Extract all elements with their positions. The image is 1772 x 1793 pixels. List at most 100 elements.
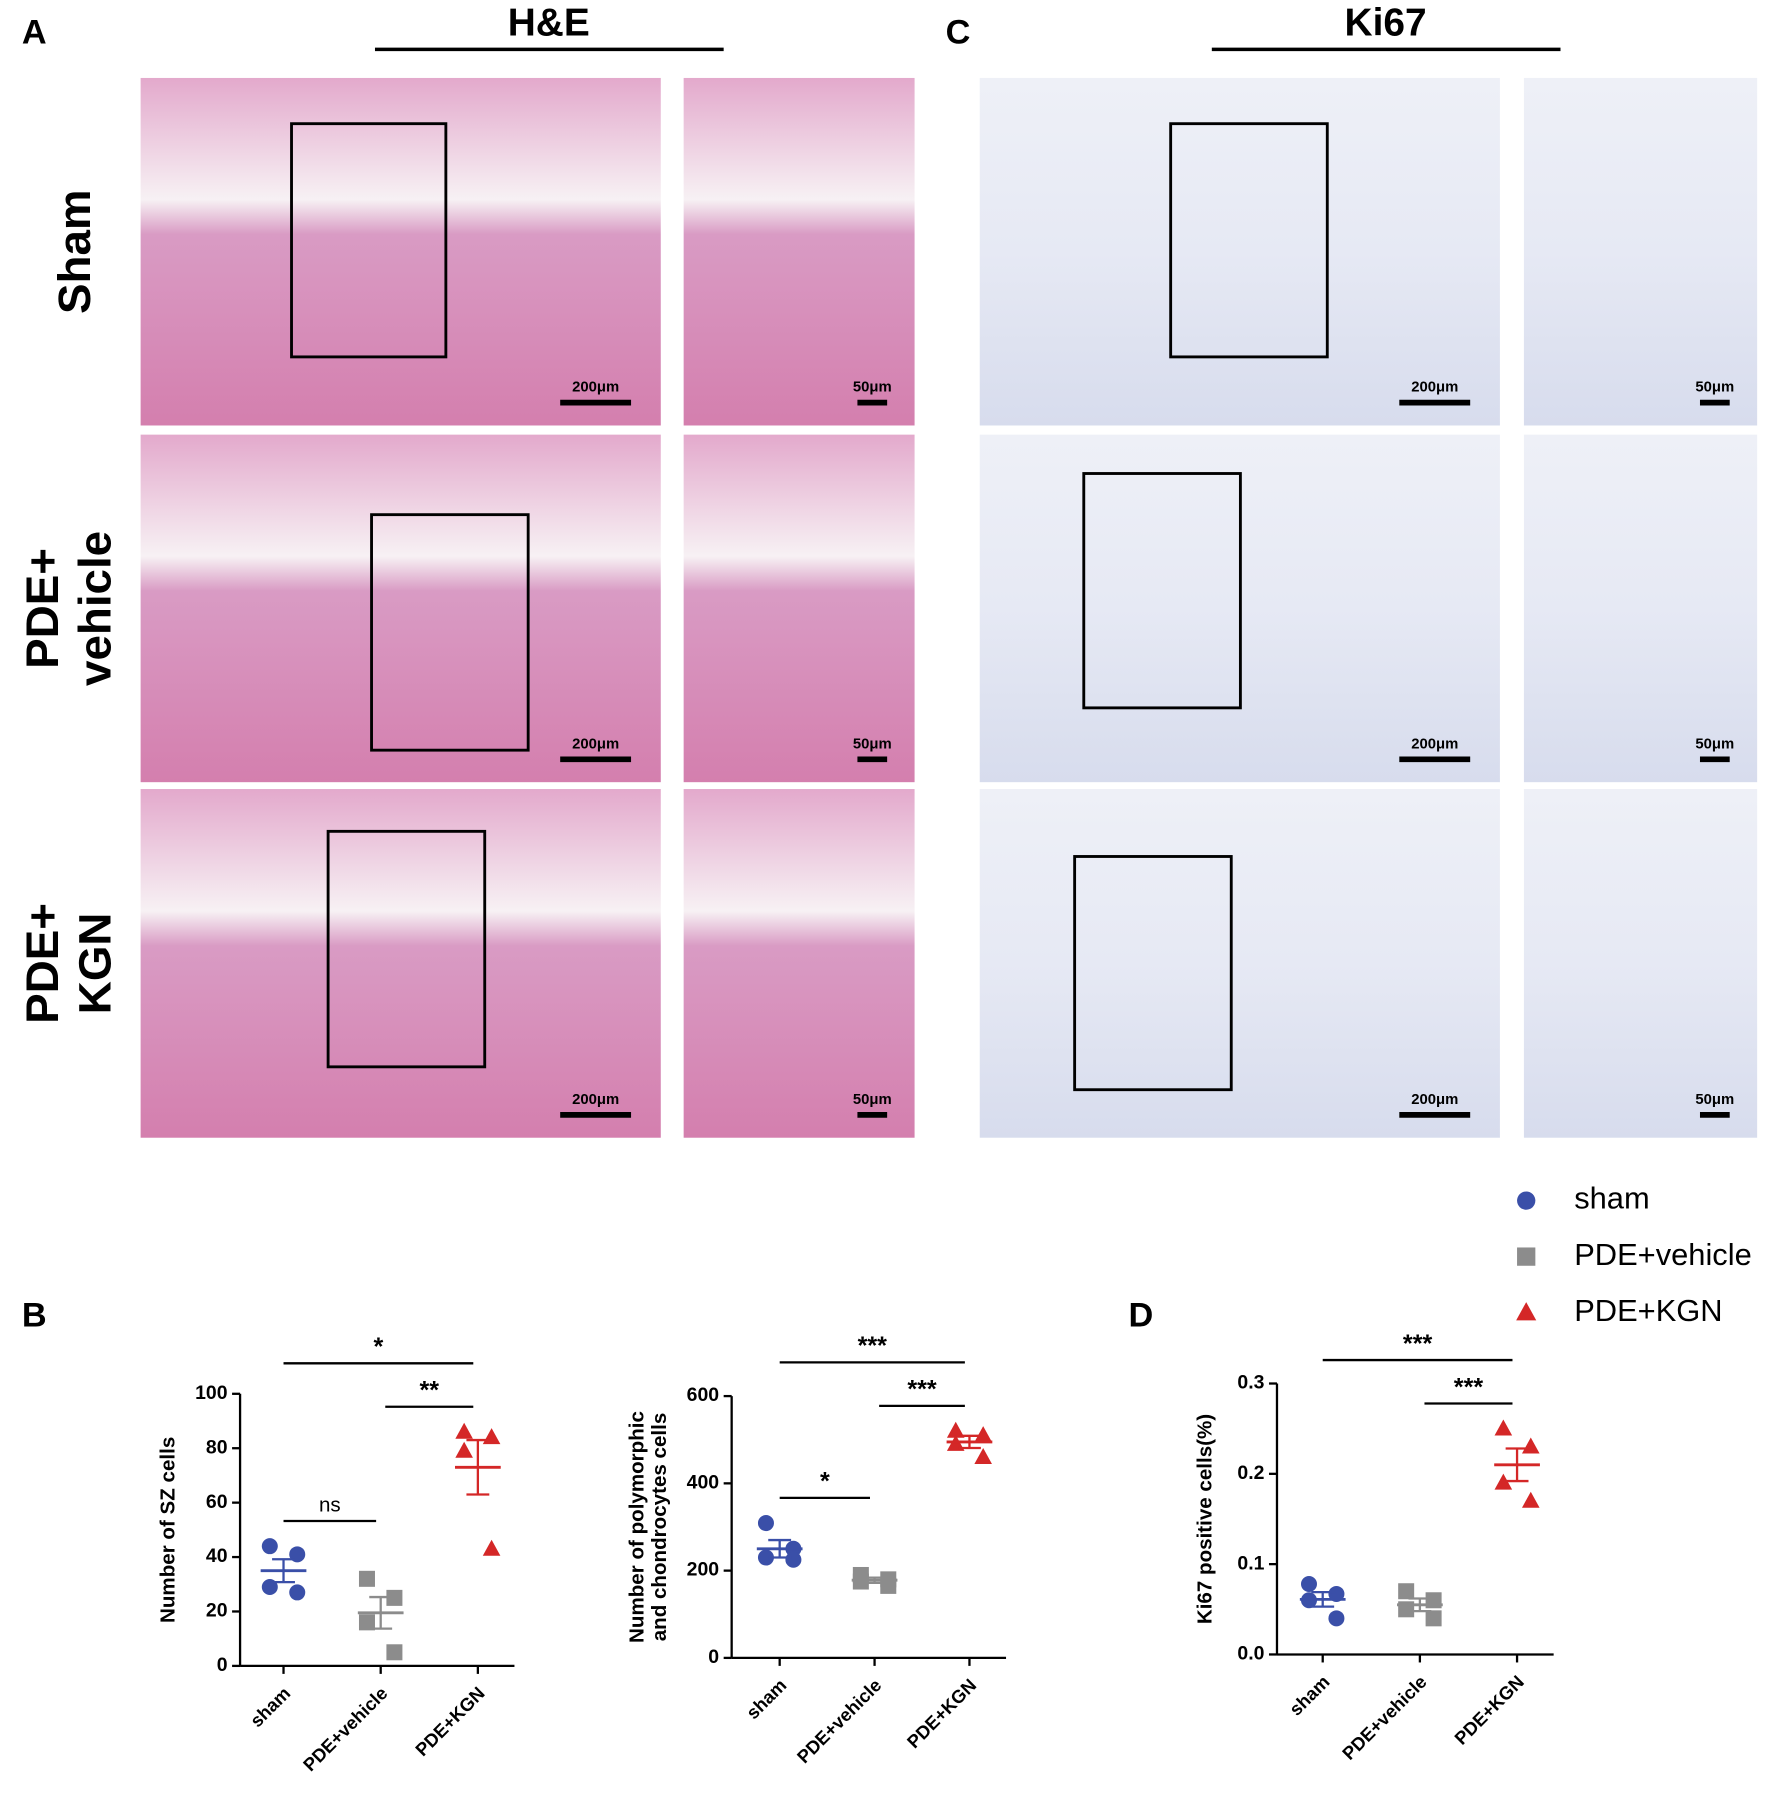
data-point [455,1441,473,1458]
scale-label: 50μm [1695,1092,1734,1108]
data-point [386,1589,403,1606]
y-tick-label: 100 [195,1382,227,1404]
data-point [974,1447,992,1464]
micrograph [979,77,1500,426]
data-point [785,1551,802,1568]
micrograph [1523,77,1758,426]
scale-label: 50μm [853,380,892,396]
y-tick-label: 20 [206,1600,228,1622]
micrograph [683,77,915,426]
panel-label: B [22,1296,47,1334]
y-tick-label: 200 [687,1559,719,1581]
row-label: KGN [69,913,120,1015]
data-point [1494,1419,1513,1436]
y-tick-label: 0.2 [1237,1462,1264,1484]
legend-marker [1517,1191,1536,1210]
zoom-box [1082,472,1242,710]
row-label: Sham [49,189,100,314]
scale-label: 200μm [1411,1092,1458,1108]
micrograph [683,789,915,1138]
error-bar [272,1558,295,1584]
error-bar [1408,1597,1432,1613]
error-bar [369,1595,393,1630]
x-tick-label: PDE+KGN [1450,1671,1528,1749]
data-point [757,1549,774,1566]
data-point [1398,1583,1415,1600]
x-tick-label: PDE+vehicle [299,1682,392,1775]
scale-label: 50μm [853,736,892,752]
error-bar [958,1434,981,1450]
panel-label: A [22,14,47,52]
significance-label: ns [319,1494,341,1517]
y-tick-label: 40 [206,1545,228,1567]
significance-label: ** [419,1377,439,1405]
stain-title: Ki67 [1345,2,1427,45]
y-tick-label: 0.3 [1237,1372,1264,1394]
significance-label: * [820,1468,830,1496]
scale-label: 200μm [572,736,619,752]
x-tick-label: PDE+vehicle [793,1674,886,1767]
scale-label: 50μm [1695,380,1734,396]
data-point [261,1538,278,1555]
data-point [1300,1576,1317,1593]
y-tick-label: 0.1 [1237,1552,1264,1574]
y-axis-label: Number of SZ cells [157,1437,180,1623]
error-bar [1505,1447,1529,1483]
micrograph [140,77,661,426]
data-point [757,1515,774,1532]
micrograph [1523,434,1758,783]
scale-label: 200μm [1411,736,1458,752]
data-point [386,1644,403,1661]
x-tick-label: sham [742,1674,791,1723]
micrograph [140,789,661,1138]
panel-label: C [946,14,971,52]
significance-label: *** [907,1376,937,1404]
legend-label: sham [1574,1181,1649,1216]
micrograph [683,434,915,783]
panel-label: D [1129,1296,1154,1334]
scale-label: 50μm [1695,736,1734,752]
y-axis-label: Ki67 positive cells(%) [1194,1414,1217,1624]
micrograph [1523,789,1758,1138]
y-axis-label: Number of polymorphic [625,1411,648,1643]
micrograph [140,434,661,783]
x-tick-label: PDE+KGN [411,1682,489,1760]
error-bar [1311,1590,1335,1608]
y-tick-label: 80 [206,1436,228,1458]
y-tick-label: 60 [206,1491,228,1513]
row-label: PDE+ [17,903,68,1024]
scale-label: 200μm [572,380,619,396]
y-tick-label: 600 [687,1384,719,1406]
data-point [946,1421,965,1438]
x-tick-label: sham [1285,1671,1334,1720]
y-tick-label: 0 [708,1646,719,1668]
x-tick-label: sham [246,1682,295,1731]
error-bar [863,1576,887,1584]
y-tick-label: 0.0 [1237,1643,1264,1665]
data-point [289,1584,306,1601]
significance-label: * [374,1333,384,1361]
zoom-box [1073,855,1233,1092]
y-tick-label: 0 [217,1654,228,1676]
error-bar [466,1438,490,1496]
stain-title: H&E [508,2,590,45]
x-tick-label: PDE+KGN [903,1674,981,1752]
zoom-box [1169,122,1329,359]
data-point [974,1426,992,1443]
legend-marker [1516,1302,1537,1321]
row-label: vehicle [69,531,120,686]
significance-label: *** [1403,1330,1433,1358]
row-label: PDE+ [17,548,68,669]
y-tick-label: 400 [687,1471,719,1493]
data-point [358,1570,375,1587]
zoom-box [370,513,530,752]
data-point [1425,1610,1442,1627]
x-tick-label: PDE+vehicle [1338,1671,1431,1764]
scale-label: 200μm [572,1092,619,1108]
legend-label: PDE+KGN [1574,1293,1722,1328]
legend-marker [1517,1247,1536,1266]
data-point [482,1539,501,1556]
data-point [358,1614,375,1631]
